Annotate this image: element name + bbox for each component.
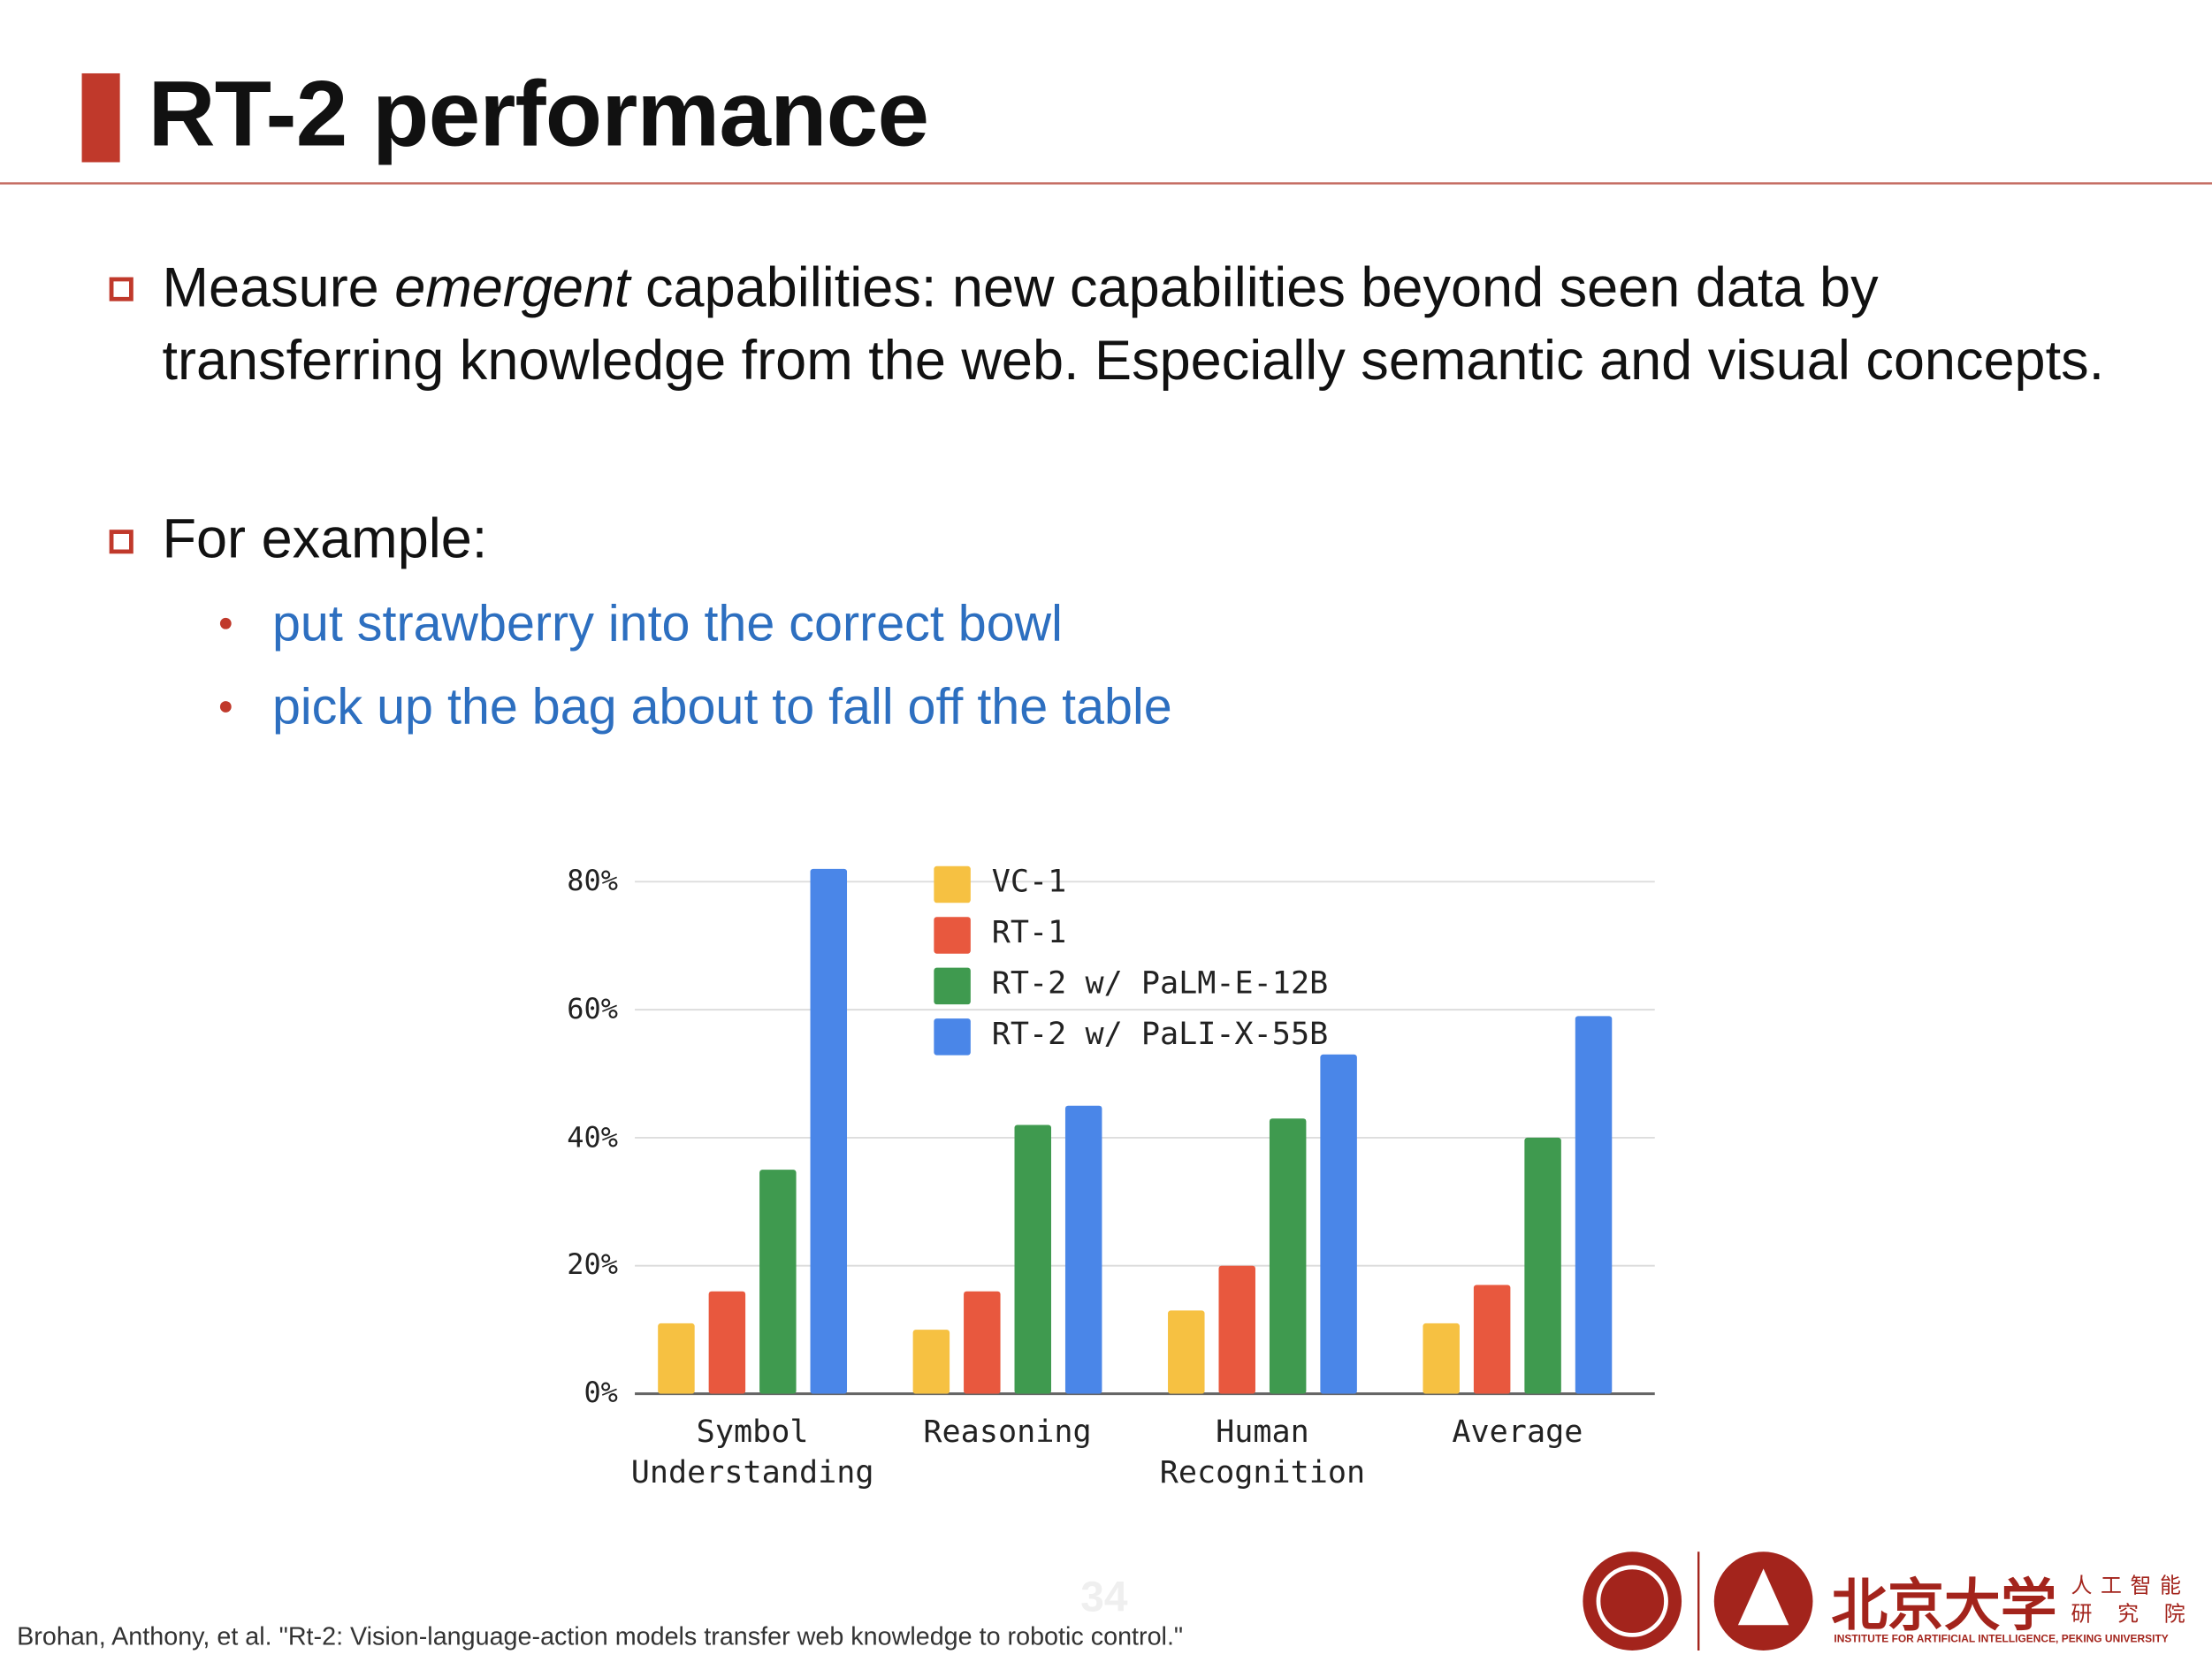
bar xyxy=(1269,1118,1307,1394)
bar xyxy=(1014,1125,1051,1394)
bar xyxy=(708,1291,746,1394)
bar xyxy=(1524,1137,1561,1394)
y-tick-label: 80% xyxy=(567,863,618,897)
logo-line: 人工智能 xyxy=(2071,1574,2190,1598)
text: capabilities: new capabilities beyond se… xyxy=(162,256,2105,393)
emphasis: emergent xyxy=(394,256,630,319)
bar xyxy=(1575,1016,1613,1394)
y-tick-label: 20% xyxy=(567,1246,618,1282)
bar xyxy=(658,1323,695,1394)
legend-swatch xyxy=(934,917,971,954)
sub-bullet-text: pick up the bag about to fall off the ta… xyxy=(271,676,1172,736)
y-tick-label: 60% xyxy=(567,991,618,1025)
sub-bullet-dot xyxy=(219,617,232,629)
legend-swatch xyxy=(934,865,971,903)
legend-label: RT-1 xyxy=(991,915,1067,951)
citation: Brohan, Anthony, et al. "Rt-2: Vision-la… xyxy=(17,1622,1184,1651)
legend-label: RT-2 w/ PaLI-X-55B xyxy=(991,1017,1329,1053)
y-tick-label: 40% xyxy=(567,1119,618,1154)
bar xyxy=(1168,1310,1205,1394)
sub-bullet-text: put strawberry into the correct bowl xyxy=(271,593,1063,652)
logo-name: 北京大学 xyxy=(1831,1573,2057,1640)
x-tick-label: Human Recognition xyxy=(1159,1414,1366,1491)
legend-swatch xyxy=(934,967,971,1005)
logo-seal xyxy=(1737,1568,1789,1626)
legend-label: VC-1 xyxy=(991,865,1067,901)
slide-title: RT-2 performance xyxy=(148,60,929,165)
logo-line: 研究院 xyxy=(2071,1602,2211,1627)
bar xyxy=(1320,1054,1357,1394)
logo-english: INSTITUTE FOR ARTIFICIAL INTELLIGENCE, P… xyxy=(1834,1632,2169,1645)
bar xyxy=(1473,1285,1511,1394)
x-tick-label: Symbol Understanding xyxy=(630,1414,874,1491)
bar xyxy=(810,868,848,1394)
title-bar xyxy=(81,72,120,163)
bullet-text: For example: xyxy=(162,507,488,570)
bar xyxy=(1423,1323,1460,1394)
x-tick-label: Average xyxy=(1452,1414,1583,1451)
sub-bullet-dot xyxy=(219,701,232,713)
bullet-icon xyxy=(109,530,133,554)
bar xyxy=(1218,1265,1255,1394)
page-number: 34 xyxy=(1080,1574,1128,1621)
bar xyxy=(964,1291,1001,1394)
bullet-icon xyxy=(109,277,133,301)
legend-swatch xyxy=(934,1018,971,1056)
legend-label: RT-2 w/ PaLM-E-12B xyxy=(991,966,1329,1002)
bullet-text: Measure emergent capabilities: new capab… xyxy=(163,251,2138,398)
text: Measure xyxy=(162,256,395,319)
bar xyxy=(1064,1105,1102,1394)
bar xyxy=(912,1330,950,1394)
bar xyxy=(759,1170,797,1394)
y-tick-label: 0% xyxy=(584,1375,618,1410)
logo-seal xyxy=(1596,1565,1668,1637)
x-tick-label: Reasoning xyxy=(923,1414,1092,1451)
